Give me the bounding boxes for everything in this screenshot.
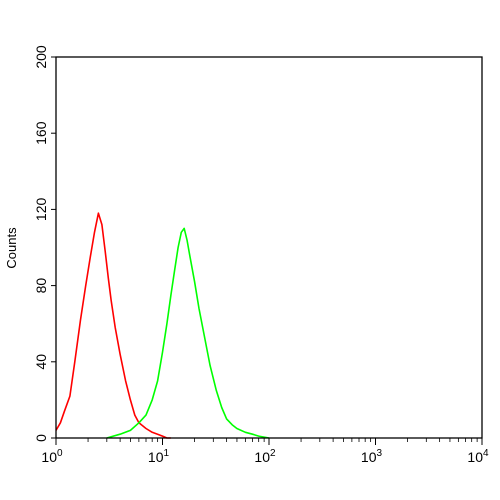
axes-layer: 0 40 80 120 160 200 100 101 102 103 104 bbox=[33, 45, 489, 465]
y-axis-label: Counts bbox=[4, 227, 19, 269]
y-tick-label: 0 bbox=[33, 434, 49, 442]
series-curve-1 bbox=[55, 212, 171, 439]
y-tick-label: 120 bbox=[33, 198, 49, 222]
y-tick-label: 40 bbox=[33, 354, 49, 370]
x-tick-label: 102 bbox=[254, 448, 276, 465]
y-tick-label: 80 bbox=[33, 278, 49, 294]
y-tick-label: 200 bbox=[33, 45, 49, 69]
plot-frame bbox=[55, 56, 483, 439]
x-tick-label: 100 bbox=[41, 448, 63, 465]
x-tick-label: 103 bbox=[361, 448, 383, 465]
series-curve-2 bbox=[106, 227, 270, 439]
x-tick-label: 101 bbox=[148, 448, 170, 465]
curve-layer bbox=[55, 212, 270, 439]
x-tick-label: 104 bbox=[467, 448, 489, 465]
y-tick-label: 160 bbox=[33, 121, 49, 145]
